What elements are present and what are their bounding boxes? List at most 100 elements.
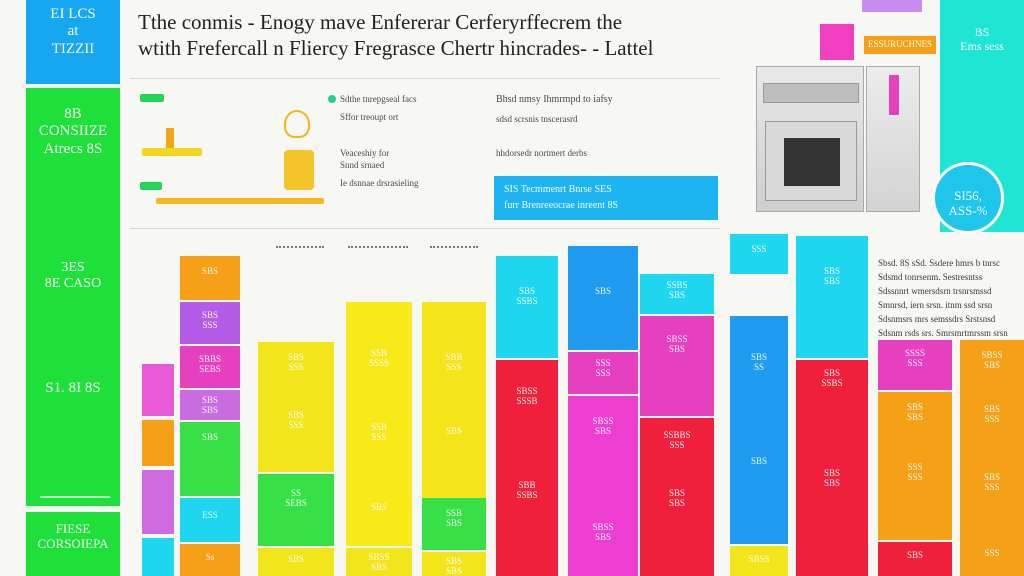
- bar-0-seg: [142, 538, 174, 576]
- bar-8-label-2: SBS SS: [750, 352, 767, 373]
- bar-7-label-3: SSBBS SSS: [663, 430, 691, 451]
- bar-1-label-7: Ss: [205, 552, 215, 562]
- bar-11-label-4: SSS: [984, 548, 1000, 558]
- bar-11-label-1: SBSS SBS: [981, 350, 1003, 371]
- bar-1-seg-7: Ss: [180, 544, 240, 576]
- bar-0-seg: [142, 364, 174, 416]
- bar-1-seg-1: SBS: [180, 256, 240, 300]
- bar-11-label-2: SBS SSS: [983, 404, 1000, 425]
- bar-8-seg-1: SSS: [730, 234, 788, 274]
- plug-icon: [166, 128, 174, 148]
- mini-bar-green: [140, 94, 164, 102]
- callout-banner: SIS Tecmmenrt Bnrse SES furr Brenreeocra…: [494, 176, 718, 220]
- green-heading: 8B CONSIIZE Atrecs 8S: [38, 106, 108, 157]
- article-line-1: Sbsd. 8S sSd. Ssdere hmrs b tnrsc: [878, 258, 1001, 268]
- bar-5-seg-1: SBS SSBS: [496, 256, 558, 358]
- circle-text: SI56, ASS-%: [948, 188, 988, 218]
- bar-3-label-2: SSB SSS: [370, 422, 387, 443]
- bar-4-label-2: SBS: [445, 426, 462, 436]
- bar-1-seg-5: SBS: [180, 422, 240, 496]
- bar-6-seg-1: SBS: [568, 246, 638, 350]
- bar-10-label-2: SBS SBS: [906, 402, 923, 423]
- bar-2-label-2: SBS SSS: [287, 410, 304, 431]
- bar-7-label-2: SBSS SBS: [666, 334, 688, 355]
- right-text-2: hhdorsedr nortmert derbs: [496, 148, 587, 158]
- bar-10-seg-1: SSSS SSS: [878, 340, 952, 390]
- bar-11-label-3: SBS SSS: [983, 472, 1000, 493]
- top-left-tile-text: EI LCS at TIZZII: [50, 6, 96, 57]
- bar-1-label-4: SBS SBS: [201, 395, 218, 416]
- bar-9-label-1: SBS SBS: [823, 266, 840, 287]
- bar-8-label-1: SSS: [751, 244, 767, 254]
- bar-5-seg-2: SBSS SSSB SBB SSBS: [496, 360, 558, 576]
- bar-5-label-1: SBS SSBS: [516, 286, 538, 307]
- bar-6-seg-3: SBSS SBS SBSS SBS: [568, 396, 638, 576]
- bar-8-seg-3: SBSS: [730, 546, 788, 576]
- bar-1-seg-6: ESS: [180, 498, 240, 542]
- green-value-1: 3ES 8E CASO: [44, 260, 102, 292]
- fridge-illustration: [866, 66, 920, 212]
- bar-1-seg-4: SBS SBS: [180, 390, 240, 420]
- article-line-3: Sdssnnrt wmersdsrn trsnrsmssd: [878, 286, 992, 296]
- bar-3-label-4: SBSS SBS: [368, 552, 390, 573]
- bar-8-label-4: SBSS: [748, 554, 770, 564]
- bar-4-label-3: SSB SBS: [445, 508, 462, 529]
- bar-3-seg-2: SBSS SBS: [346, 548, 412, 576]
- bar-7-seg-2: SBSS SBS: [640, 316, 714, 416]
- bar-9-label-3: SBS SBS: [823, 468, 840, 489]
- bar-header-1: [276, 246, 324, 294]
- bar-8-seg-2: SBS SS SBS: [730, 316, 788, 544]
- battery-icon: [284, 150, 314, 190]
- bar-1-label-5: SBS: [201, 432, 218, 442]
- bar-10-label-4: SBS: [906, 550, 923, 560]
- bar-6-label-3: SBSS SBS: [592, 416, 614, 437]
- bar-1-seg-2: SBS SSS: [180, 302, 240, 344]
- legend-text-5: Ie dsnnae drsrasieling: [340, 178, 419, 188]
- bar-5-label-2: SBSS SSSB: [516, 386, 538, 407]
- oven-illustration: [756, 66, 864, 212]
- cyan-column-text: BS Ems sess: [960, 25, 1004, 53]
- left-green-panel: 8B CONSIIZE Atrecs 8S 3ES 8E CASO S1. 8I…: [26, 88, 120, 506]
- green-divider: [40, 480, 110, 498]
- mini-bar-green-2: [140, 182, 162, 190]
- orange-tag: ESSURUCHNES: [864, 36, 936, 54]
- bar-2-label-1: SBS SSS: [287, 352, 304, 373]
- bar-4-seg-1: SBB SSS SBS: [422, 302, 486, 498]
- bar-7-label-4: SBS SBS: [668, 488, 685, 509]
- bar-9-seg-1: SBS SBS: [796, 236, 868, 358]
- top-left-tile: EI LCS at TIZZII: [26, 0, 120, 84]
- bar-header-2: [348, 246, 408, 294]
- bar-1-label-2: SBS SSS: [201, 310, 218, 331]
- mini-infographic: [136, 88, 326, 220]
- bar-1-label-1: SBS: [201, 266, 218, 276]
- bar-10-label-1: SSSS SSS: [904, 348, 926, 369]
- section-divider: [130, 228, 720, 229]
- title-divider: [130, 78, 720, 79]
- bar-4-label-1: SBB SSS: [445, 352, 463, 373]
- bar-7-seg-3: SSBBS SSS SBS SBS: [640, 418, 714, 576]
- legend-text-4: Snnd srnaed: [340, 160, 385, 170]
- bar-5-label-3: SBB SSBS: [516, 480, 538, 501]
- legend-dot-1: [328, 95, 336, 103]
- bar-2-label-4: SBS: [287, 554, 304, 564]
- legend-text-3: Veaceshiy for: [340, 148, 390, 158]
- article-line-5: Sdsnmsrs mrs semssdrs Srstsnsd: [878, 314, 996, 324]
- bar-6-label-2: SSS SSS: [595, 358, 611, 379]
- bar-3-seg-1: SSB SSSS SSB SSS SBS: [346, 302, 412, 546]
- bar-1-seg-3: SBBS SEBS: [180, 346, 240, 388]
- right-text: sdsd scrsnis tnscerasrd: [496, 114, 578, 124]
- bar-3-label-3: SBS: [370, 502, 387, 512]
- mini-bar-yellow: [142, 148, 202, 156]
- article-line-2: Sdsmd tonrsenm. Sestresntss: [878, 272, 983, 282]
- oven-window: [784, 138, 840, 186]
- green-value-2: S1. 8I 8S: [45, 380, 101, 396]
- bar-11-seg-1: SBSS SBS SBS SSS SBS SSS SSS: [960, 340, 1024, 576]
- oven-door: [765, 121, 857, 201]
- bar-4-seg-3: SBS SBS: [422, 552, 486, 576]
- bar-7-seg-1: SSBS SBS: [640, 274, 714, 314]
- right-head: Bhsd nmsy Ihmrmpd to iafsy: [496, 94, 613, 105]
- bar-10-label-3: SSS SSS: [907, 462, 923, 483]
- legend-text-1: Sdthe tnrepgseal facs: [340, 94, 417, 104]
- pink-tag: [820, 24, 854, 60]
- bottom-left-tile-text: FIESE CORSOIEPA: [37, 521, 109, 551]
